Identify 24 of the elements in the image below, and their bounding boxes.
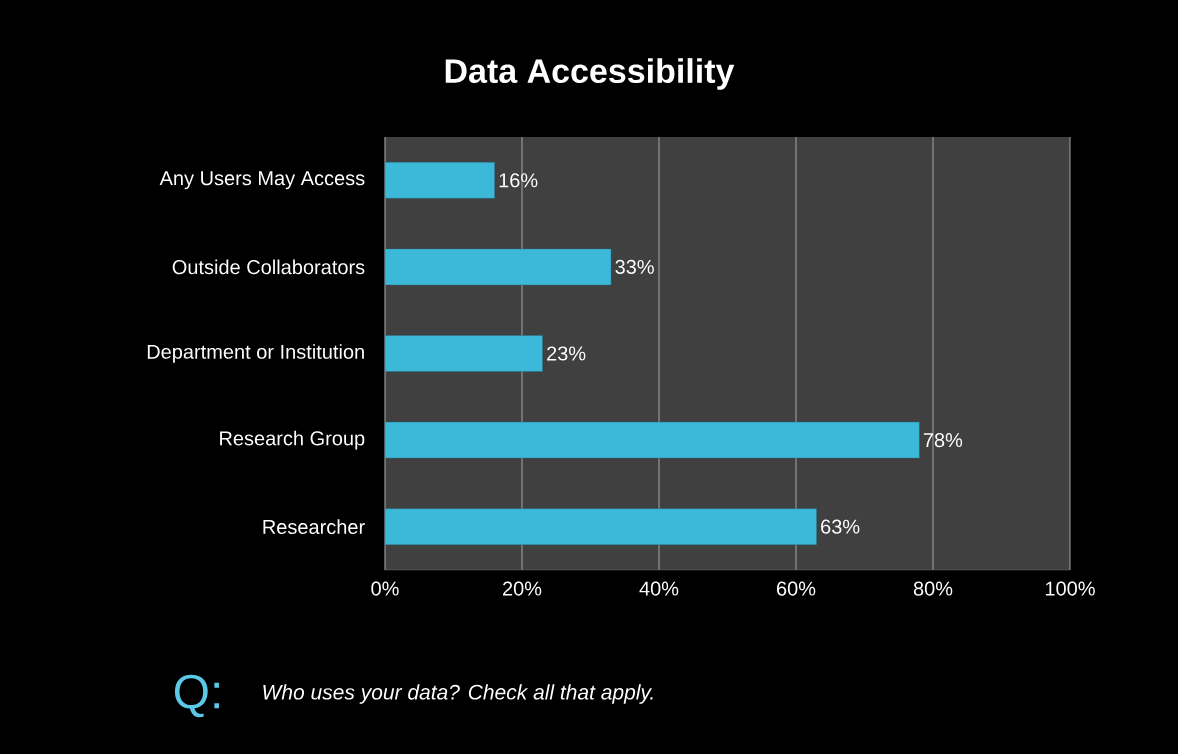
- y-tick-label: Research Group: [220, 430, 365, 450]
- x-tick-label: 100%: [1045, 581, 1095, 596]
- y-tick-label: Outside Collaborators: [172, 259, 365, 275]
- y-tick-label: Any Users May Access: [159, 171, 365, 190]
- bar: [384, 248, 612, 286]
- data-label: 63%: [821, 519, 860, 534]
- x-tick-label: 60%: [777, 581, 816, 596]
- data-label: 78%: [923, 433, 963, 448]
- data-label: 16%: [499, 173, 538, 188]
- x-tick-label: 0%: [371, 581, 399, 596]
- x-tick-label: 80%: [913, 581, 953, 596]
- x-tick-label: 20%: [502, 581, 542, 596]
- text: Q:: [174, 674, 219, 718]
- y-tick-label: Department or Institution: [147, 344, 364, 363]
- data-label: 23%: [547, 346, 586, 361]
- chart-title: Data Accessibility: [445, 58, 735, 90]
- bar: [384, 335, 543, 372]
- bar: [384, 162, 495, 199]
- text: Who uses your data? Check all that apply.: [263, 684, 653, 704]
- data-label: 33%: [615, 259, 654, 274]
- y-tick-label: Researcher: [263, 519, 365, 535]
- bar: [384, 508, 817, 545]
- bar: [384, 421, 920, 459]
- x-tick-label: 40%: [639, 581, 679, 596]
